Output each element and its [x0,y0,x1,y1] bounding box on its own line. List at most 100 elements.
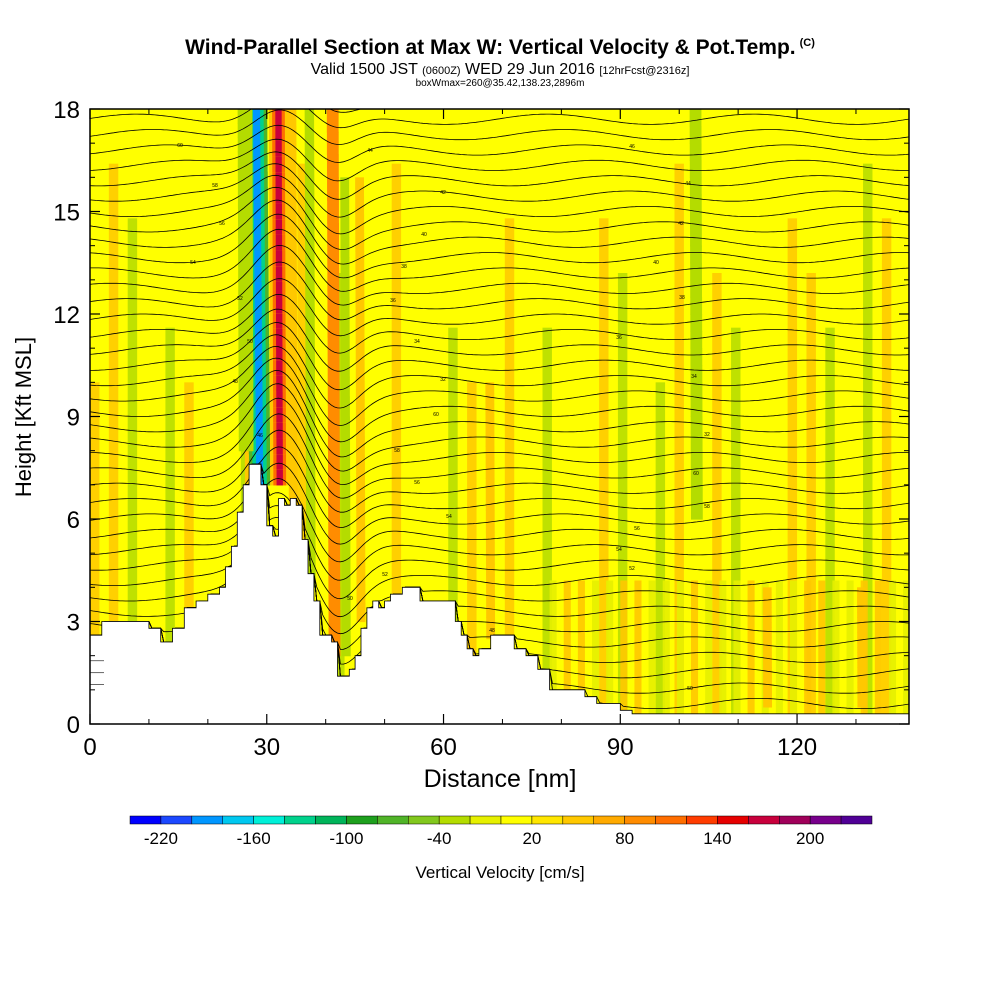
field-streak [542,327,552,724]
theta-contour-label: 32 [440,377,446,383]
field-low-streak [592,580,600,724]
colorbar-tick-label: 20 [522,829,541,848]
w-feature-band [355,177,366,623]
field-low-streak [804,580,812,724]
w-feature-band [340,177,351,657]
theta-contour-label: 54 [616,547,622,553]
colorbar-swatch [562,815,594,825]
colorbar-swatch [624,815,656,825]
terrain-mask [90,463,909,724]
theta-contour [90,278,909,337]
theta-contour [90,369,909,458]
theta-contour [90,462,909,545]
y-tick-label: 15 [53,200,80,227]
colorbar-tick-label: 140 [703,829,731,848]
theta-contour [90,186,909,250]
y-tick-label: 3 [67,610,80,637]
colorbar-tick-label: -160 [237,829,271,848]
field-streak [674,163,684,724]
chart-title-text: Wind-Parallel Section at Max W: Vertical… [185,36,796,59]
colorbar-swatch [717,815,749,825]
theta-contour-label: 56 [634,526,640,532]
field-low-streak [634,580,642,724]
field-low-streak [846,580,854,724]
valid-time-line: Valid 1500 JST (0600Z) WED 29 Jun 2016 [… [0,61,1000,79]
field-low-streak [789,580,798,724]
theta-contour-label: 34 [691,374,697,380]
field-low-streak [719,580,727,724]
theta-contour [90,463,909,563]
valid-time-c: WED 29 Jun 2016 [465,61,595,78]
colorbar-swatch [222,815,254,825]
theta-contour [90,261,909,321]
colorbar-swatch [346,815,378,825]
field-streak [165,327,175,724]
theta-contour [90,174,909,235]
theta-contour-label: 36 [390,298,396,304]
theta-contour-label: 50 [687,686,693,692]
theta-contour-label: 52 [237,296,243,302]
x-tick-label: 0 [83,734,96,761]
field-streak [184,382,194,724]
y-tick-label: 6 [67,507,80,534]
field-streak [467,382,477,724]
theta-contour [90,463,909,600]
colorbar-swatch [809,815,842,825]
theta-contour-label: 58 [394,448,400,454]
theta-contour-label: 50 [247,339,253,345]
field-streak [655,382,666,724]
colorbar-tick-label: -220 [144,829,178,848]
x-axis-label: Distance [nm] [423,765,577,793]
chart-title: Wind-Parallel Section at Max W: Vertical… [0,36,1000,60]
colorbar-swatch [469,815,502,825]
colorbar-swatch [284,815,316,825]
theta-contour-label: 50 [347,596,353,602]
field-streak [448,327,458,724]
w-feature-band [268,109,290,486]
theta-contour-label: 54 [190,260,196,266]
theta-contour-label: 44 [685,181,691,187]
colorbar-swatch [160,815,193,825]
x-tick-label: 30 [253,734,280,761]
theta-contour-label: 46 [629,144,635,150]
y-tick-label: 9 [67,405,80,432]
theta-contour-label: 56 [219,221,225,227]
colorbar-tick-label: -40 [427,829,452,848]
theta-contour-label: 52 [629,566,635,572]
colorbar-swatch [408,815,440,825]
theta-contour [90,345,909,426]
theta-contour-label: 32 [704,432,710,438]
field-low-streak [620,580,628,724]
theta-contour-label: 60 [693,471,699,477]
y-axis-label: Height [Kft MSL] [11,336,36,498]
theta-contour [90,429,909,513]
theta-contour [90,322,909,391]
field-low-streak [577,580,585,724]
valid-time-b: (0600Z) [422,65,461,77]
colorbar: -220 -160 -100 -40 20 80 140 200 [129,815,873,848]
theta-contour-label: 34 [414,339,420,345]
colorbar-swatch [191,815,223,825]
theta-contour [90,383,909,472]
colorbar-label: Vertical Velocity [cm/s] [415,863,585,882]
theta-contour-label: 42 [440,190,446,196]
colorbar-swatch [253,815,285,825]
field-streak [391,163,402,724]
theta-contour [90,446,909,528]
theta-contour [90,228,909,292]
theta-contour [90,413,909,499]
theta-contour-label: 38 [401,264,407,270]
theta-contour-label: 40 [421,232,427,238]
theta-contour [90,334,909,409]
field-streak [599,218,609,724]
theta-contour [90,109,909,129]
theta-contour-label: 40 [653,260,659,266]
theta-contour-label: 54 [446,514,452,520]
field-streak [504,218,515,724]
field-streak [617,273,628,724]
field-streak [712,273,722,724]
colorbar-swatch [593,815,625,825]
field-low-streak [690,580,699,724]
theta-contour [90,308,909,372]
